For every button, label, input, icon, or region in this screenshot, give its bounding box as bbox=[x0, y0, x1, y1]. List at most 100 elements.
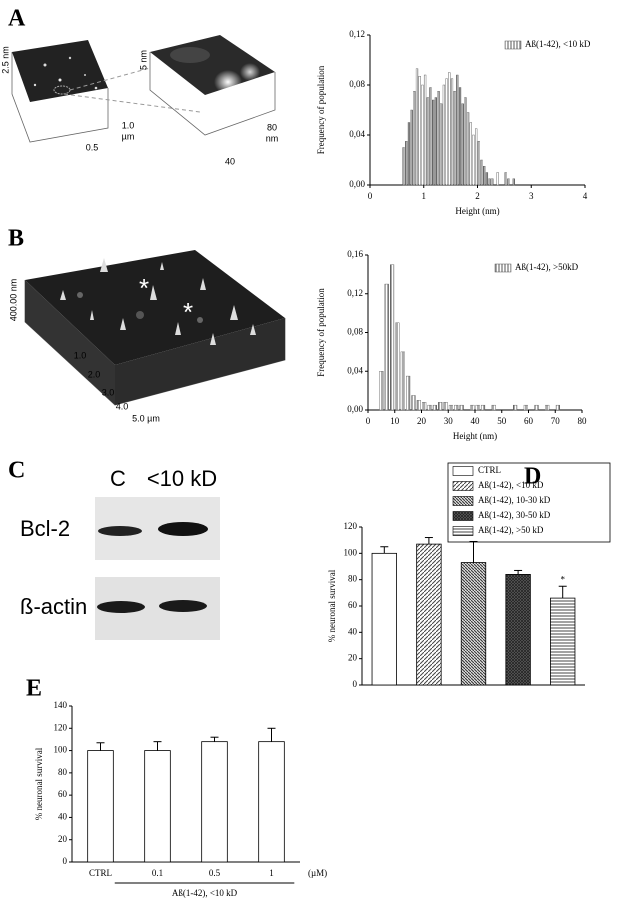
bar bbox=[144, 750, 171, 863]
histogram-bar bbox=[418, 76, 421, 186]
afm-label: 1.0 bbox=[74, 350, 87, 360]
afm-label: 5.0 µm bbox=[132, 413, 160, 423]
bar bbox=[201, 741, 228, 863]
histogram-bar bbox=[421, 84, 424, 186]
panel-letter: B bbox=[8, 226, 24, 252]
x-tick-label: 0 bbox=[368, 191, 373, 201]
afm-label: nm bbox=[266, 133, 279, 143]
afm-marker: * bbox=[183, 297, 193, 327]
y-tick-label: 0,12 bbox=[349, 29, 365, 39]
histogram-bar bbox=[475, 128, 478, 186]
histogram-bar bbox=[407, 122, 411, 186]
x-tick-label: 70 bbox=[551, 416, 561, 426]
y-tick-label: 20 bbox=[348, 653, 358, 663]
bar bbox=[416, 543, 442, 686]
panel-letter: A bbox=[8, 6, 26, 32]
histogram-bar bbox=[454, 404, 459, 411]
x-axis-label: Height (nm) bbox=[455, 206, 499, 216]
histogram-bar bbox=[395, 322, 400, 411]
panel-letter: E bbox=[26, 676, 42, 702]
y-tick-label: 0,04 bbox=[347, 365, 363, 375]
x-tick-label: 10 bbox=[390, 416, 400, 426]
y-tick-label: 0 bbox=[353, 679, 358, 689]
legend-swatch bbox=[452, 496, 474, 506]
histogram-bar bbox=[410, 109, 413, 186]
histogram-bar bbox=[512, 178, 515, 186]
x-axis-label: Height (nm) bbox=[453, 431, 497, 441]
y-tick-label: 0,00 bbox=[349, 179, 365, 189]
panel-letter: C bbox=[8, 458, 25, 484]
legend-label: Aß(1-42), 30-50 kD bbox=[478, 510, 551, 520]
histogram-bar bbox=[491, 178, 494, 186]
histogram-bar bbox=[534, 404, 539, 411]
histogram-bar bbox=[464, 97, 467, 186]
histogram-bar bbox=[400, 351, 405, 411]
histogram-bar bbox=[450, 78, 454, 186]
legend-swatch bbox=[452, 511, 474, 521]
histogram-bar bbox=[483, 166, 486, 186]
histogram-bar bbox=[427, 404, 432, 411]
histogram-bar bbox=[438, 402, 443, 411]
lane-label: C bbox=[110, 466, 126, 491]
histogram-bar bbox=[434, 97, 437, 186]
y-tick-label: 40 bbox=[348, 626, 358, 636]
histogram-bar bbox=[379, 371, 384, 411]
x-tick-label: 30 bbox=[444, 416, 454, 426]
x-tick-label: 4 bbox=[583, 191, 588, 201]
afm-image-a: 2.5 nm 0.5 1.0 µm 5 nm 80 nm 40 bbox=[0, 35, 278, 166]
legend-swatch bbox=[452, 481, 474, 491]
y-tick-label: 0,16 bbox=[347, 249, 363, 259]
y-tick-label: 0,04 bbox=[349, 129, 365, 139]
legend-swatch bbox=[494, 263, 512, 273]
bar bbox=[505, 574, 531, 686]
y-tick-label: 0 bbox=[63, 856, 68, 866]
legend-swatch bbox=[452, 466, 474, 476]
histogram-bar bbox=[456, 74, 459, 186]
y-tick-label: 0,00 bbox=[347, 404, 363, 414]
y-tick-label: 80 bbox=[348, 574, 358, 584]
legend-label: Aß(1-42), >50 kD bbox=[478, 525, 544, 535]
histogram-bar bbox=[426, 97, 429, 186]
y-tick-label: 80 bbox=[58, 767, 68, 777]
histogram-bar bbox=[491, 404, 496, 411]
x-tick-label: CTRL bbox=[89, 868, 112, 878]
histogram-bar bbox=[422, 402, 427, 411]
y-tick-label: 140 bbox=[54, 700, 68, 710]
y-axis-label: Frequency of population bbox=[316, 288, 326, 377]
afm-label: 2.5 nm bbox=[0, 46, 10, 74]
y-tick-label: 100 bbox=[54, 745, 68, 755]
y-axis-label: Frequency of population bbox=[316, 65, 326, 154]
panel-letter: D bbox=[524, 464, 541, 490]
histogram-bar bbox=[453, 91, 456, 186]
histogram-bar bbox=[448, 72, 451, 186]
histogram-bar bbox=[405, 141, 408, 186]
histogram-bar bbox=[429, 87, 432, 186]
legend-label: Aß(1-42), >50kD bbox=[515, 262, 579, 272]
x-tick-label: 2 bbox=[475, 191, 480, 201]
bar bbox=[87, 750, 114, 863]
x-tick-label: 1 bbox=[422, 191, 427, 201]
y-tick-label: 60 bbox=[348, 600, 358, 610]
y-axis-label: % neuronal survival bbox=[327, 569, 337, 642]
x-tick-label: 80 bbox=[578, 416, 588, 426]
unit-label: (µM) bbox=[308, 868, 327, 878]
western-blot: C <10 kD Bcl-2 ß-actin bbox=[20, 466, 220, 640]
afm-marker: * bbox=[139, 273, 149, 303]
histogram-bar bbox=[461, 103, 464, 186]
histogram-bar bbox=[488, 178, 491, 186]
bar bbox=[550, 597, 576, 686]
x-tick-label: 1 bbox=[269, 868, 274, 878]
row-label: ß-actin bbox=[20, 594, 87, 619]
histogram-bar bbox=[470, 404, 475, 411]
annotation: * bbox=[560, 574, 565, 584]
histogram-bar bbox=[466, 112, 470, 186]
histogram-bar bbox=[458, 87, 462, 186]
histogram-bar bbox=[402, 147, 405, 186]
histogram-bar bbox=[459, 404, 464, 411]
histogram-bar bbox=[513, 404, 518, 411]
x-tick-label: 0 bbox=[366, 416, 371, 426]
histogram-bar bbox=[416, 400, 421, 411]
x-tick-label: 3 bbox=[529, 191, 534, 201]
histogram-bar bbox=[469, 122, 472, 186]
